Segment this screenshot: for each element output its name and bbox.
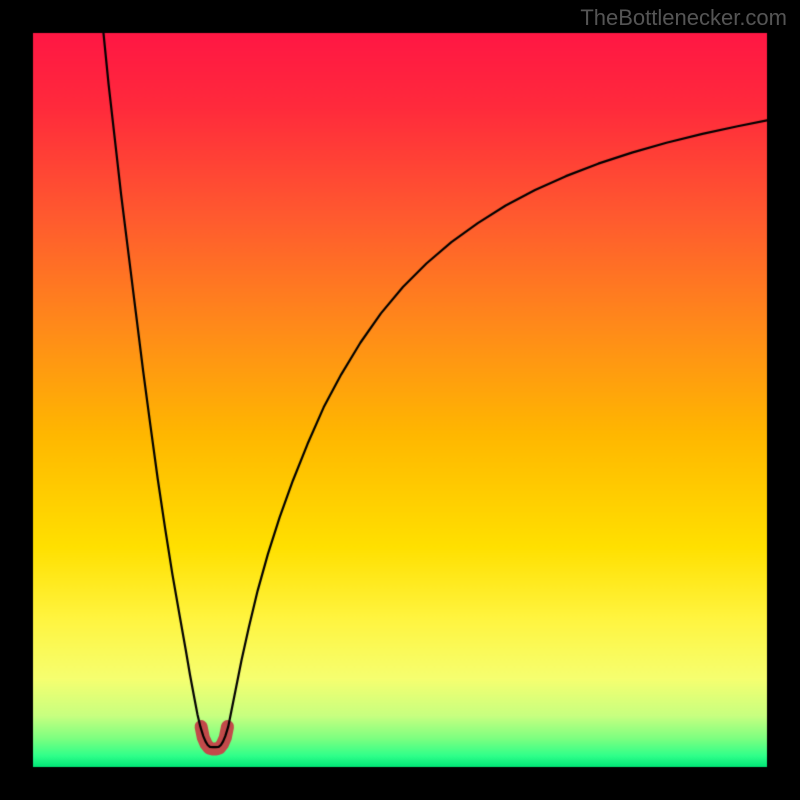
bottleneck-chart-canvas bbox=[0, 0, 800, 800]
watermark-text: TheBottlenecker.com bbox=[580, 5, 787, 31]
figure-stage: TheBottlenecker.com bbox=[0, 0, 800, 800]
